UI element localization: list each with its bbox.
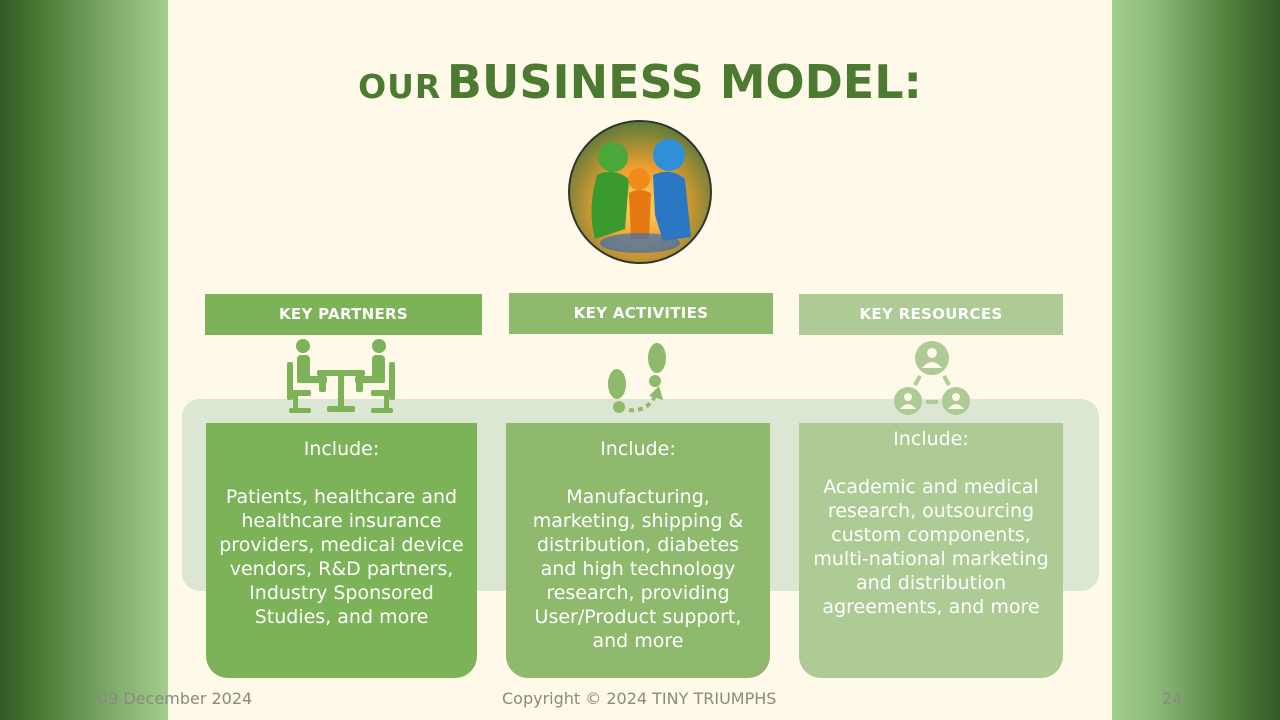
team-logo-image bbox=[568, 120, 712, 264]
footer-date: 09 December 2024 bbox=[98, 689, 253, 708]
title-prefix: OUR bbox=[358, 67, 442, 106]
key-activities-body: Manufacturing, marketing, shipping & dis… bbox=[532, 486, 744, 652]
page-title: OUR BUSINESS MODEL: bbox=[168, 52, 1112, 123]
key-activities-card: Include: Manufacturing, marketing, shipp… bbox=[506, 423, 770, 678]
footer-page-number: 24 bbox=[1162, 689, 1183, 708]
footer-copyright: Copyright © 2024 TINY TRIUMPHS bbox=[502, 689, 777, 708]
key-resources-body: Academic and medical research, outsourci… bbox=[813, 476, 1049, 618]
key-activities-header: KEY ACTIVITIES bbox=[509, 293, 773, 334]
key-partners-body: Patients, healthcare and healthcare insu… bbox=[219, 486, 464, 628]
include-label: Include: bbox=[600, 438, 676, 460]
key-partners-card: Include: Patients, healthcare and health… bbox=[206, 423, 477, 678]
include-label: Include: bbox=[893, 428, 969, 450]
network-people-icon bbox=[894, 341, 970, 415]
title-main: BUSINESS MODEL: bbox=[446, 55, 922, 109]
key-resources-header: KEY RESOURCES bbox=[799, 294, 1063, 335]
footsteps-icon bbox=[608, 343, 666, 413]
key-resources-card: Include: Academic and medical research, … bbox=[799, 423, 1063, 678]
include-label: Include: bbox=[303, 438, 380, 460]
meeting-table-icon bbox=[287, 339, 395, 413]
slide: OUR BUSINESS MODEL: KEY PARTNERS bbox=[168, 0, 1112, 720]
key-partners-header: KEY PARTNERS bbox=[205, 294, 482, 335]
